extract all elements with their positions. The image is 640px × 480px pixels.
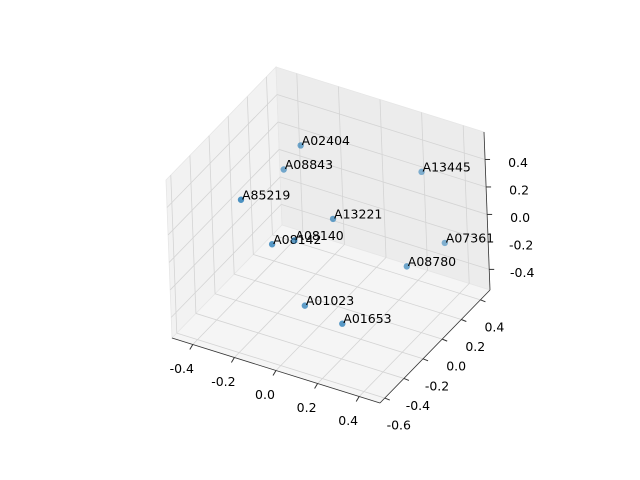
grid-line <box>176 332 385 399</box>
x-tick <box>355 396 360 402</box>
grid-line <box>266 76 273 235</box>
x-tick-label: -0.2 <box>211 374 235 389</box>
grid-line <box>168 149 280 263</box>
y-tick <box>480 299 486 303</box>
grid-line <box>272 234 481 301</box>
z-tick-label: -0.2 <box>509 237 533 252</box>
point-label: A08140 <box>295 228 343 243</box>
axis-line <box>171 337 381 404</box>
grid-line <box>275 257 387 371</box>
grid-line <box>234 244 345 358</box>
point <box>441 239 448 247</box>
point-label: A85219 <box>242 187 290 202</box>
grid-line <box>281 204 490 270</box>
y-tick <box>403 377 410 381</box>
point <box>301 302 309 309</box>
y-tick <box>441 338 448 342</box>
y-tick-label: -0.6 <box>387 418 411 433</box>
grid-line <box>317 270 428 384</box>
point <box>403 263 410 270</box>
grid-line <box>208 135 216 294</box>
y-tick-label: 0.0 <box>446 359 466 374</box>
grid-line <box>358 283 470 397</box>
axis-line <box>379 289 491 404</box>
point <box>268 241 276 248</box>
grid-line <box>227 116 235 275</box>
y-tick-label: -0.2 <box>425 378 449 393</box>
y-tick-label: -0.4 <box>406 398 430 413</box>
grid-line <box>170 204 282 318</box>
grid-line <box>421 112 428 271</box>
grid-line <box>167 121 279 236</box>
point-label: A13445 <box>423 159 471 174</box>
point <box>291 237 298 244</box>
z-tick-label: 0.0 <box>510 210 530 225</box>
grid-line <box>462 125 470 284</box>
point-label: A08780 <box>408 254 456 269</box>
y-tick-label: 0.2 <box>465 339 485 354</box>
z-tick-label: -0.4 <box>510 265 534 280</box>
x-tick <box>272 370 277 376</box>
point <box>339 320 346 327</box>
x-tick-label: 0.4 <box>338 413 358 428</box>
grid-line <box>276 94 486 160</box>
point <box>418 168 425 176</box>
y-tick <box>422 358 429 362</box>
z-tick-label: 0.2 <box>509 182 529 197</box>
grid-line <box>280 176 489 243</box>
grid-line <box>170 175 178 334</box>
grid-line <box>169 176 281 291</box>
point-label: A02404 <box>302 133 350 148</box>
x-tick <box>230 357 235 363</box>
y-tick <box>384 397 390 401</box>
grid-line <box>234 273 443 340</box>
grid-line <box>246 96 254 255</box>
point-label: A01653 <box>343 311 391 326</box>
point-label: A08843 <box>285 157 333 172</box>
point <box>297 142 304 149</box>
point-label: A13221 <box>334 206 382 221</box>
grid-line <box>195 313 405 379</box>
grid-line <box>189 155 197 314</box>
x-tick-label: 0.2 <box>297 400 317 415</box>
point <box>237 196 245 203</box>
grid-line <box>279 149 488 215</box>
y-tick-label: 0.4 <box>484 319 504 334</box>
point-label: A01023 <box>306 293 354 308</box>
point-label: A07361 <box>446 230 494 245</box>
x-tick <box>189 344 194 350</box>
x-tick-label: -0.4 <box>170 361 194 376</box>
grid-line <box>277 121 487 188</box>
grid-line <box>379 99 387 258</box>
point <box>329 215 337 223</box>
grid-line <box>296 73 304 232</box>
grid-line <box>253 254 462 320</box>
grid-line <box>214 293 424 360</box>
y-tick <box>461 319 467 322</box>
grid-line <box>166 94 278 208</box>
grid-line <box>192 231 304 345</box>
axis-line <box>483 131 491 291</box>
z-tick-label: 0.4 <box>508 155 528 170</box>
point <box>280 166 287 173</box>
grid-line <box>338 86 345 245</box>
x-tick-label: 0.0 <box>255 387 275 402</box>
x-tick <box>314 383 319 389</box>
